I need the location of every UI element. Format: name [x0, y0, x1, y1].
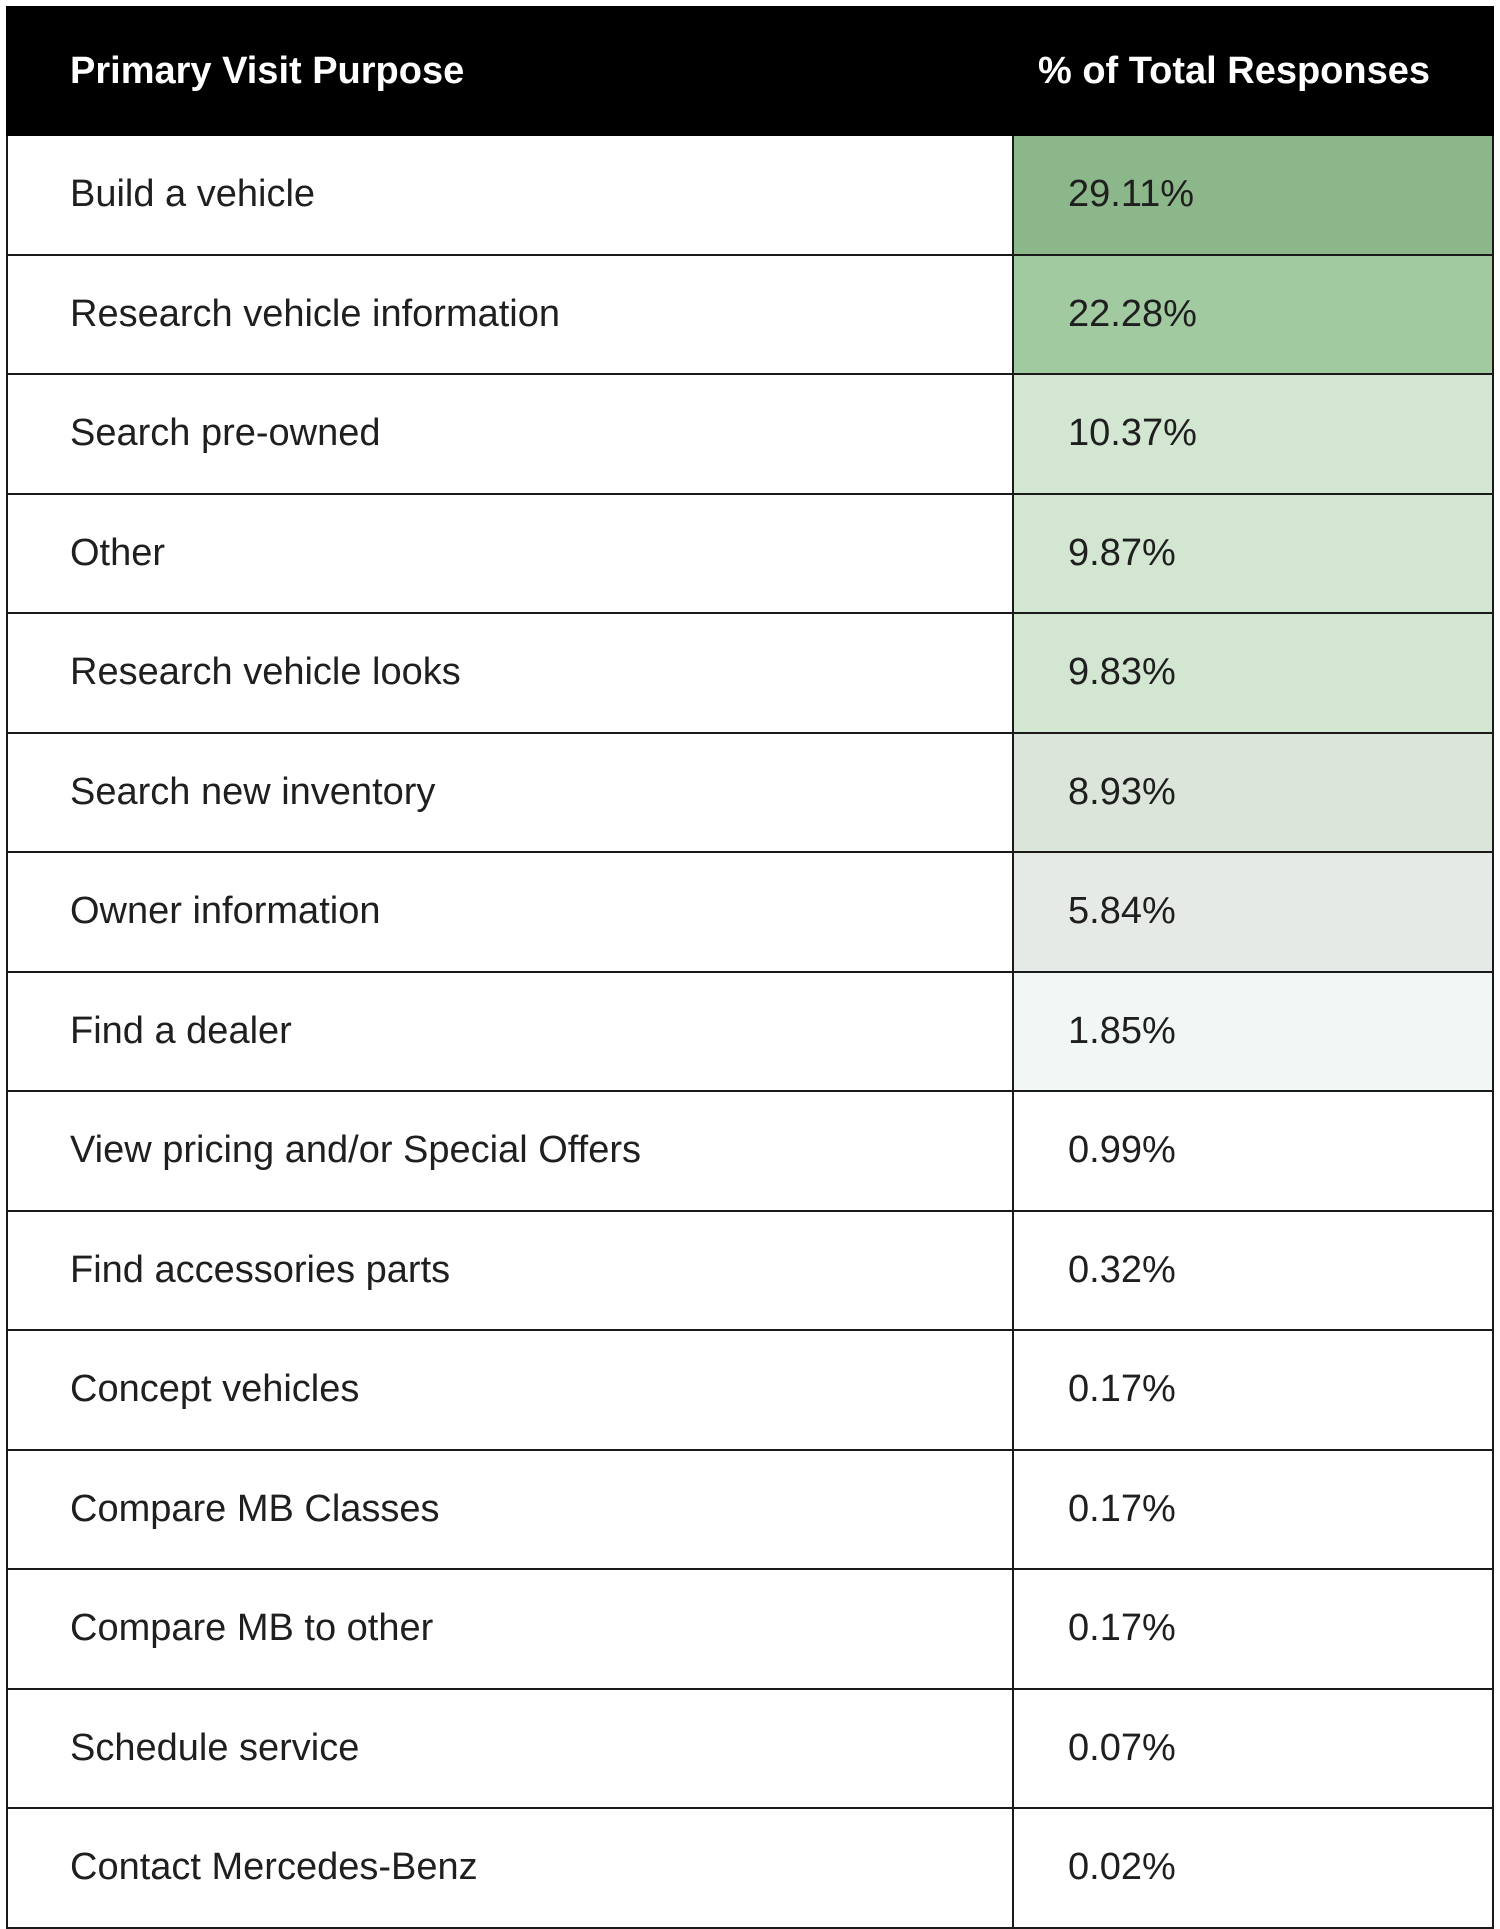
- table-row: Research vehicle information 22.28%: [6, 253, 1494, 375]
- visit-purpose-table: Primary Visit Purpose % of Total Respons…: [6, 6, 1494, 1929]
- table-row: Research vehicle looks 9.83%: [6, 612, 1494, 734]
- table-row: Build a vehicle 29.11%: [6, 134, 1494, 256]
- percent-cell: 0.99%: [1012, 1090, 1494, 1212]
- percent-cell: 0.02%: [1012, 1807, 1494, 1929]
- purpose-cell: Search new inventory: [6, 731, 1014, 853]
- percent-cell: 5.84%: [1012, 851, 1494, 973]
- percent-cell: 9.87%: [1012, 492, 1494, 614]
- table-row: Find accessories parts 0.32%: [6, 1209, 1494, 1331]
- percent-cell: 0.17%: [1012, 1448, 1494, 1570]
- table-body: Build a vehicle 29.11% Research vehicle in…: [6, 134, 1494, 1929]
- percent-cell: 8.93%: [1012, 731, 1494, 853]
- purpose-cell: Other: [6, 492, 1014, 614]
- table-row: View pricing and/or Special Offers 0.99%: [6, 1090, 1494, 1212]
- percent-cell: 22.28%: [1012, 253, 1494, 375]
- purpose-cell: Concept vehicles: [6, 1329, 1014, 1451]
- purpose-cell: Find accessories parts: [6, 1209, 1014, 1331]
- purpose-cell: Contact Mercedes-Benz: [6, 1807, 1014, 1929]
- percent-cell: 0.17%: [1012, 1568, 1494, 1690]
- header-row: Primary Visit Purpose % of Total Respons…: [6, 6, 1494, 136]
- column-header-purpose: Primary Visit Purpose: [6, 6, 1014, 136]
- column-header-percent: % of Total Responses: [1012, 6, 1494, 136]
- table-row: Other 9.87%: [6, 492, 1494, 614]
- table-row: Owner information 5.84%: [6, 851, 1494, 973]
- percent-cell: 10.37%: [1012, 373, 1494, 495]
- purpose-cell: Owner information: [6, 851, 1014, 973]
- purpose-cell: Build a vehicle: [6, 134, 1014, 256]
- purpose-cell: View pricing and/or Special Offers: [6, 1090, 1014, 1212]
- purpose-cell: Research vehicle looks: [6, 612, 1014, 734]
- table-row: Search new inventory 8.93%: [6, 731, 1494, 853]
- purpose-cell: Compare MB Classes: [6, 1448, 1014, 1570]
- purpose-cell: Schedule service: [6, 1687, 1014, 1809]
- table-header: Primary Visit Purpose % of Total Respons…: [6, 6, 1494, 136]
- percent-cell: 0.32%: [1012, 1209, 1494, 1331]
- purpose-cell: Research vehicle information: [6, 253, 1014, 375]
- percent-cell: 9.83%: [1012, 612, 1494, 734]
- table-row: Schedule service 0.07%: [6, 1687, 1494, 1809]
- table-row: Concept vehicles 0.17%: [6, 1329, 1494, 1451]
- percent-cell: 0.07%: [1012, 1687, 1494, 1809]
- percent-cell: 29.11%: [1012, 134, 1494, 256]
- table-row: Contact Mercedes-Benz 0.02%: [6, 1807, 1494, 1929]
- table-row: Search pre-owned 10.37%: [6, 373, 1494, 495]
- table-row: Compare MB to other 0.17%: [6, 1568, 1494, 1690]
- table-row: Find a dealer 1.85%: [6, 970, 1494, 1092]
- purpose-cell: Compare MB to other: [6, 1568, 1014, 1690]
- table-row: Compare MB Classes 0.17%: [6, 1448, 1494, 1570]
- purpose-cell: Search pre-owned: [6, 373, 1014, 495]
- purpose-cell: Find a dealer: [6, 970, 1014, 1092]
- percent-cell: 0.17%: [1012, 1329, 1494, 1451]
- percent-cell: 1.85%: [1012, 970, 1494, 1092]
